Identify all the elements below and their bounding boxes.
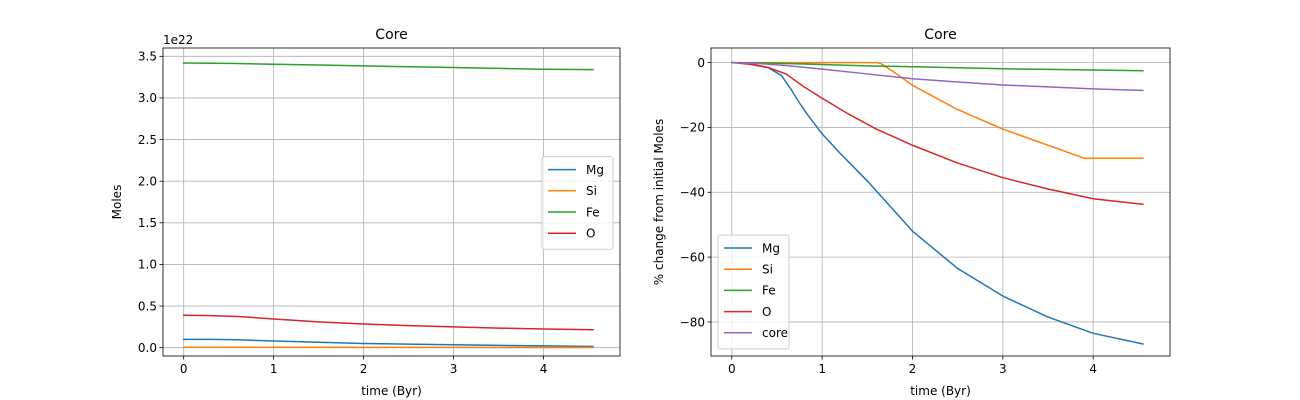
series-line-mg	[730, 61, 1144, 345]
x-tick-label: 3	[999, 362, 1007, 376]
legend-label-mg: Mg	[586, 163, 604, 177]
plot-frame	[710, 47, 1171, 357]
x-tick-label: 2	[909, 362, 917, 376]
x-tick-label: 1	[818, 362, 826, 376]
series-line-o	[730, 61, 1144, 206]
y-tick-label: 1.0	[138, 258, 157, 272]
y-axis-label: Moles	[110, 185, 124, 220]
legend-label-mg: Mg	[762, 241, 780, 255]
chart-panel-2: 0 1 2 3 4 0 −20 −40 −60 −80 Core time (Byr) % change…	[652, 27, 1171, 398]
x-axis-label: time (Byr)	[361, 384, 422, 398]
legend-label-fe: Fe	[762, 284, 776, 298]
y-tick-label: −40	[680, 186, 705, 200]
series-line-core	[731, 61, 1144, 92]
x-axis-label: time (Byr)	[910, 384, 971, 398]
legend-frame	[541, 156, 614, 250]
x-tick-label: 4	[1089, 362, 1097, 376]
series-line-fe	[731, 61, 1144, 72]
series-line-fe	[182, 62, 594, 71]
legend-label-o: O	[762, 305, 771, 319]
legend-label-o: O	[586, 227, 595, 241]
legend-label-si: Si	[586, 184, 597, 198]
y-tick-label: −60	[680, 250, 705, 264]
x-tick-label: 3	[450, 362, 458, 376]
y-tick-label: 0.5	[138, 299, 157, 313]
legend-label-core: core	[762, 326, 788, 340]
legend-frame	[717, 234, 790, 350]
series-line-mg	[182, 338, 594, 348]
y-tick-label: 0	[697, 56, 705, 70]
chart-title: Core	[924, 27, 956, 43]
x-tick-label: 0	[728, 362, 736, 376]
y-tick-label: −20	[680, 121, 705, 135]
series-line-o	[182, 314, 594, 331]
x-tick-label: 1	[270, 362, 278, 376]
series-line-si	[731, 61, 1144, 159]
x-tick-label: 0	[180, 362, 188, 376]
plot-frame	[162, 47, 621, 357]
legend-label-fe: Fe	[586, 205, 600, 219]
chart-title: Core	[375, 27, 407, 43]
legend: Mg Si Fe O	[541, 156, 614, 250]
y-tick-label: 0.0	[138, 341, 157, 355]
y-tick-label: 3.5	[138, 50, 157, 64]
x-tick-label: 4	[540, 362, 548, 376]
y-tick-label: 2.5	[138, 133, 157, 147]
y-tick-label: 1.5	[138, 216, 157, 230]
y-axis-label: % change from initial Moles	[652, 119, 666, 285]
y-offset-label: 1e22	[163, 33, 193, 47]
chart-panel-1: 0 1 2 3 4 0.0 0.5 1.0 1.5 2.0 2.5 3.0 3.5 Core time (B…	[110, 27, 621, 398]
y-tick-label: 2.0	[138, 174, 157, 188]
y-tick-label: 3.0	[138, 91, 157, 105]
y-tick-label: −80	[680, 315, 705, 329]
x-tick-label: 2	[360, 362, 368, 376]
legend-label-si: Si	[762, 263, 773, 277]
